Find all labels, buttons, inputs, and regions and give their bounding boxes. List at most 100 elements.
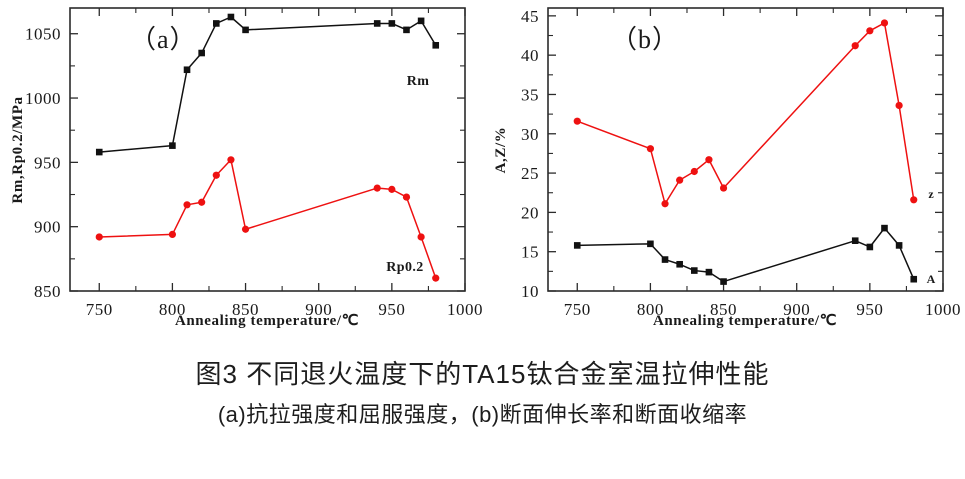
data-point-marker <box>720 278 727 285</box>
series-line-Z <box>576 22 915 205</box>
plot-frame-b <box>547 7 944 292</box>
data-point-marker <box>661 256 669 263</box>
data-point-marker <box>705 268 713 276</box>
data-point-marker <box>227 156 235 164</box>
data-point-marker <box>242 26 249 34</box>
x-tick-label: 950 <box>856 300 883 319</box>
panel-tag-b: （b） <box>611 25 679 54</box>
x-tick-labels-a: 750 800 850 900 950 1000 <box>86 300 482 319</box>
y-tick-label: 25 <box>521 164 539 183</box>
data-point-marker <box>880 19 889 27</box>
plot-frame-a <box>69 7 466 292</box>
x-axis-title-a: Annealing temperature/℃ <box>175 313 359 329</box>
data-point-marker <box>661 200 669 208</box>
data-point-marker <box>417 17 425 25</box>
data-point-marker <box>183 66 191 74</box>
data-point-marker <box>432 42 440 49</box>
y-tick-label: 1050 <box>25 25 61 44</box>
y-tick-label: 30 <box>521 125 539 144</box>
data-point-marker <box>910 275 918 283</box>
y-tick-label: 850 <box>34 282 61 301</box>
data-point-marker <box>881 224 888 232</box>
x-tick-label: 900 <box>783 300 810 319</box>
y-tick-label: 15 <box>521 243 539 262</box>
data-point-marker <box>403 26 410 34</box>
data-point-marker <box>95 233 103 241</box>
data-point-marker <box>910 196 918 204</box>
data-point-marker <box>647 240 654 248</box>
charts-area: 750 800 850 900 950 1000 850 900 950 1000 1050 （a… <box>0 0 965 345</box>
y-tick-labels-b: 10 15 20 25 30 35 40 45 <box>521 7 539 301</box>
y-tick-labels-a: 850 900 950 1000 1050 <box>25 25 61 301</box>
y-axis-title-b: A,Z/% <box>493 127 509 174</box>
data-point-marker <box>183 201 191 209</box>
data-series-a <box>95 13 440 282</box>
data-point-marker <box>851 237 859 244</box>
x-tick-label: 750 <box>86 300 113 319</box>
data-point-marker <box>676 260 683 268</box>
axis-ticks-a <box>70 8 466 292</box>
series-line-Rp0.2 <box>99 159 437 279</box>
chart-b-svg: 750 800 850 900 950 1000 10 15 20 25 30 35 40 45 （b）… <box>493 7 961 329</box>
data-point-marker <box>168 230 177 238</box>
data-point-marker <box>851 42 859 50</box>
data-point-marker <box>432 274 440 282</box>
data-point-marker <box>646 145 655 153</box>
axis-ticks-b <box>548 8 944 292</box>
series-label-a: A <box>927 272 936 286</box>
series-label-rm: Rm <box>407 74 430 89</box>
data-point-marker <box>573 242 581 249</box>
x-tick-label: 900 <box>305 300 332 319</box>
data-point-marker <box>213 20 220 27</box>
x-tick-label: 950 <box>378 300 405 319</box>
y-axis-title-a: Rm,Rp0.2/MPa <box>10 96 26 203</box>
y-tick-label: 900 <box>34 218 61 237</box>
series-label-z: z <box>928 187 934 201</box>
y-tick-label: 20 <box>521 203 539 222</box>
series-line-A <box>577 227 915 283</box>
data-point-marker <box>895 242 903 249</box>
x-tick-labels-b: 750 800 850 900 950 1000 <box>564 300 961 319</box>
data-point-marker <box>95 148 103 156</box>
caption-main-line: 图3 不同退火温度下的TA15钛合金室温拉伸性能 <box>195 359 770 389</box>
chart-panel-b: 750 800 850 900 950 1000 10 15 20 25 30 35 40 45 （b）… <box>483 0 965 345</box>
data-point-marker <box>212 171 220 179</box>
y-tick-label: 35 <box>521 85 539 104</box>
data-point-marker <box>866 243 874 251</box>
chart-panel-a: 750 800 850 900 950 1000 850 900 950 1000 1050 （a… <box>0 0 482 345</box>
x-tick-label: 850 <box>710 300 737 319</box>
data-point-marker <box>241 225 250 233</box>
y-tick-label: 10 <box>521 282 539 301</box>
caption-sub-line: (a)抗拉强度和屈服强度，(b)断面伸长率和断面收缩率 <box>217 402 748 427</box>
data-point-marker <box>690 167 698 176</box>
x-axis-title-b: Annealing temperature/℃ <box>653 313 837 329</box>
data-point-marker <box>705 156 713 164</box>
panel-tag-a: （a） <box>130 25 197 54</box>
data-point-marker <box>417 233 425 241</box>
x-tick-label: 800 <box>637 300 664 319</box>
data-point-marker <box>373 184 381 192</box>
data-point-marker <box>198 49 205 57</box>
data-point-marker <box>573 117 581 125</box>
data-point-marker <box>198 198 206 206</box>
data-point-marker <box>373 20 381 27</box>
data-point-marker <box>169 142 176 149</box>
data-point-marker <box>676 176 684 184</box>
x-tick-label: 750 <box>564 300 591 319</box>
data-point-marker <box>691 267 698 274</box>
data-point-marker <box>866 27 874 35</box>
y-tick-label: 45 <box>521 7 539 26</box>
data-series-b <box>573 19 918 285</box>
figure-caption: 图3 不同退火温度下的TA15钛合金室温拉伸性能 (a)抗拉强度和屈服强度，(b… <box>0 352 965 434</box>
x-tick-label: 850 <box>232 300 259 319</box>
data-point-marker <box>388 20 396 27</box>
chart-a-svg: 750 800 850 900 950 1000 850 900 950 1000 1050 （a… <box>10 7 482 329</box>
y-tick-label: 950 <box>34 153 61 172</box>
series-label-rp02: Rp0.2 <box>386 260 423 275</box>
y-tick-label: 40 <box>521 46 539 65</box>
data-point-marker <box>895 101 903 110</box>
data-point-marker <box>227 13 235 21</box>
y-tick-label: 1000 <box>25 89 61 108</box>
data-point-marker <box>388 185 396 193</box>
